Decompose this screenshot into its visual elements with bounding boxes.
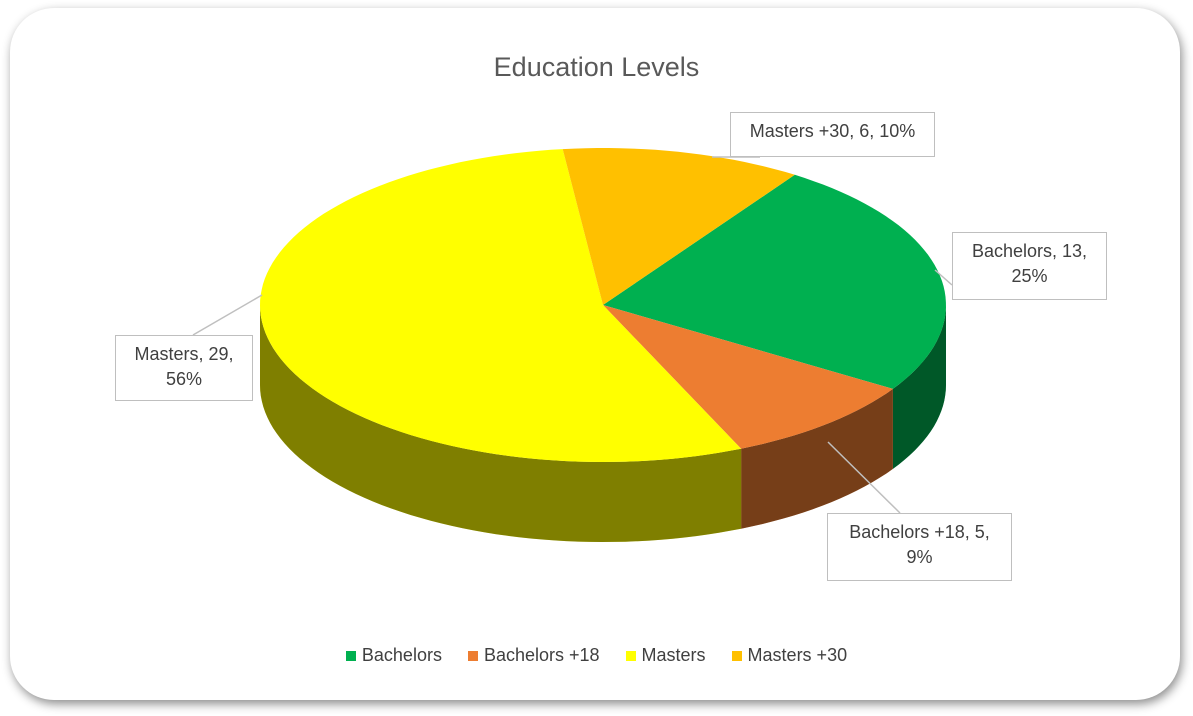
- legend-swatch: [731, 650, 742, 661]
- slice-side-shade: [260, 305, 742, 542]
- slice-side-shade: [892, 305, 946, 469]
- legend-swatch: [467, 650, 478, 661]
- slice: [603, 305, 893, 449]
- legend-item: Bachelors: [345, 645, 442, 666]
- legend-item: Masters +30: [731, 645, 848, 666]
- data-label: Masters +30, 6, 10%: [730, 112, 935, 157]
- slice: [603, 174, 946, 389]
- slice: [562, 148, 795, 305]
- leader-line: [192, 294, 263, 336]
- legend-swatch: [345, 650, 356, 661]
- pie-walls: [260, 305, 946, 542]
- slice: [260, 149, 742, 462]
- chart-title: Education Levels: [493, 52, 700, 82]
- slice-side-shade: [741, 388, 893, 529]
- legend-label: Masters +30: [747, 645, 848, 665]
- legend-item: Masters: [625, 645, 706, 666]
- legend-label: Bachelors: [361, 645, 442, 665]
- legend: Bachelors Bachelors +18 Masters Masters +30: [0, 645, 1193, 666]
- leader-line: [934, 269, 953, 286]
- data-label: Bachelors +18, 5, 9%: [827, 513, 1012, 581]
- legend-label: Bachelors +18: [483, 645, 600, 665]
- leader-line: [827, 441, 901, 514]
- data-label: Bachelors, 13, 25%: [952, 232, 1107, 300]
- legend-swatch: [625, 650, 636, 661]
- legend-item: Bachelors +18: [467, 645, 600, 666]
- legend-label: Masters: [641, 645, 706, 665]
- data-label: Masters, 29, 56%: [115, 335, 253, 401]
